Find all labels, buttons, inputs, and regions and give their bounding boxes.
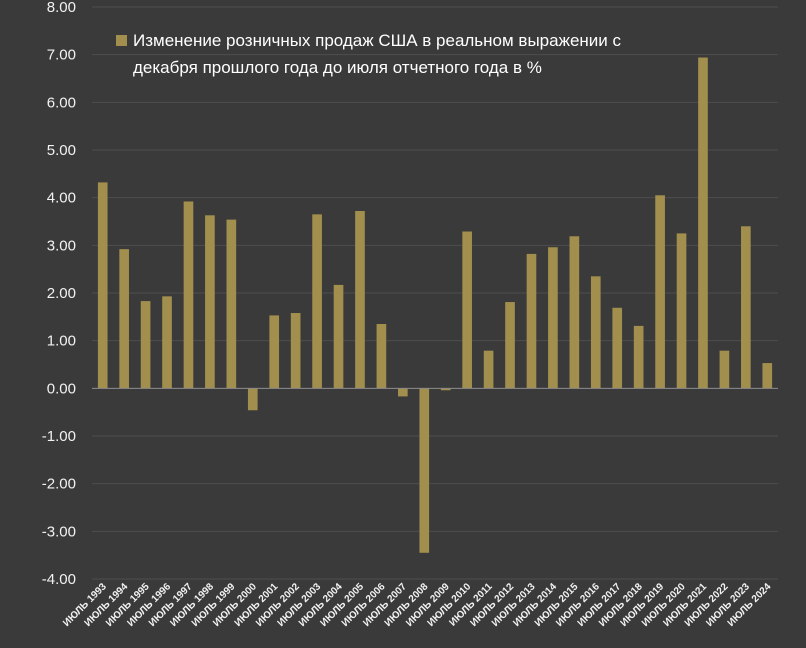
bar [226, 219, 237, 389]
bar [419, 388, 430, 553]
bar [676, 233, 687, 389]
y-tick-label: 5.00 [47, 142, 76, 159]
y-tick-label: 7.00 [47, 47, 76, 64]
bar [269, 315, 280, 389]
bar [548, 247, 558, 389]
y-tick-label: 6.00 [47, 94, 76, 111]
y-axis-tick-labels: 8.00 7.00 6.00 5.00 4.00 3.00 2.00 1.00 0.00 -1.0… [42, 0, 76, 588]
bar [312, 214, 322, 389]
y-tick-label: 3.00 [47, 237, 76, 254]
bar [119, 249, 129, 389]
bar [526, 253, 537, 389]
bar [505, 302, 515, 389]
bar [333, 284, 344, 389]
y-tick-label: 1.00 [47, 333, 76, 350]
bar [719, 350, 730, 389]
bar [398, 388, 408, 397]
bar [462, 231, 472, 389]
y-tick-label: 8.00 [47, 0, 76, 16]
bar [205, 215, 215, 389]
bar [440, 388, 451, 391]
bar [612, 307, 623, 389]
bar [633, 325, 644, 389]
gridlines [92, 6, 778, 580]
bars [97, 57, 773, 553]
bar [483, 350, 494, 389]
bar [97, 182, 108, 389]
bar [762, 363, 773, 389]
legend: Изменение розничных продаж США в реально… [116, 31, 622, 77]
y-tick-label: -4.00 [42, 571, 76, 588]
bar [162, 296, 172, 389]
y-tick-label: -3.00 [42, 523, 76, 540]
bar [355, 211, 365, 389]
y-tick-label: 0.00 [47, 380, 76, 397]
bar [140, 301, 151, 389]
bar [247, 388, 258, 411]
legend-label-line-2: декабря прошлого года до июля отчетного … [133, 58, 542, 77]
y-tick-label: 2.00 [47, 285, 76, 302]
legend-swatch [116, 35, 127, 46]
y-tick-label: -2.00 [42, 476, 76, 493]
bar [569, 236, 580, 389]
bar [698, 57, 708, 389]
bar [590, 276, 601, 389]
bar [376, 323, 387, 389]
legend-label-line-1: Изменение розничных продаж США в реально… [133, 31, 622, 50]
y-tick-label: 4.00 [47, 190, 76, 207]
y-tick-label: -1.00 [42, 428, 76, 445]
bar [290, 313, 301, 389]
bar [741, 226, 751, 389]
bar [655, 195, 665, 389]
bar [183, 201, 194, 389]
